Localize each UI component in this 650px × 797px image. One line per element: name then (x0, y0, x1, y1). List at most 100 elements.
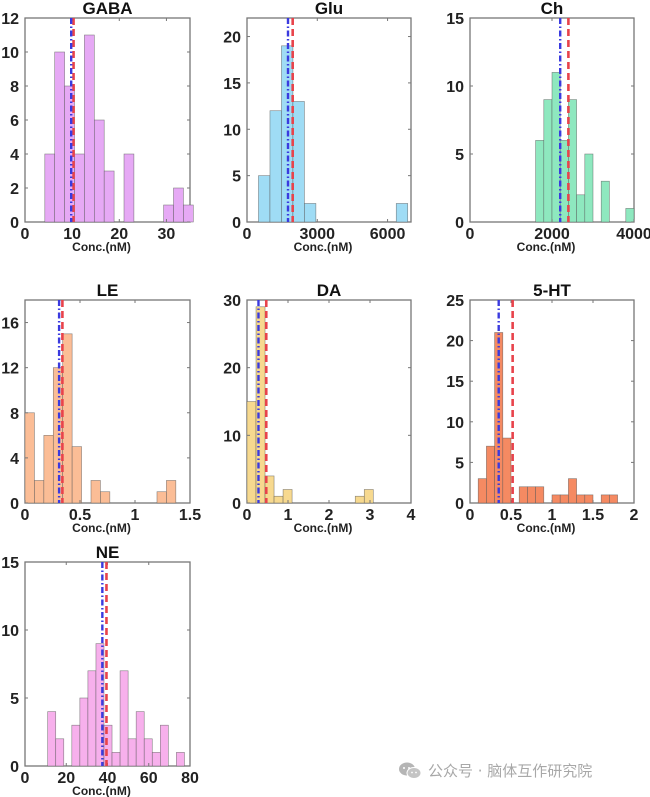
x-axis-label: Conc.(nM) (517, 240, 576, 254)
x-tick-label: 2 (325, 507, 334, 524)
x-tick-label: 3 (366, 507, 375, 524)
x-axis-label: Conc.(nM) (517, 521, 576, 535)
x-tick-label: 0 (466, 226, 475, 243)
y-tick-label: 30 (223, 293, 241, 310)
histogram-bar (44, 153, 55, 223)
histogram-bar (183, 204, 194, 223)
histogram-bar (576, 194, 586, 223)
x-tick-label: 0 (466, 507, 475, 524)
y-tick-label: 12 (1, 361, 19, 378)
histogram-bar (103, 170, 115, 223)
y-tick-label: 15 (446, 11, 464, 28)
histogram-bar (551, 72, 561, 223)
histogram-bar (258, 175, 271, 223)
y-tick-label: 5 (10, 691, 19, 708)
y-tick-label: 4 (10, 451, 19, 468)
histogram-bar (87, 670, 97, 767)
wechat-icon (398, 762, 422, 780)
y-tick-label: 10 (223, 428, 241, 445)
x-tick-label: 30 (158, 226, 176, 243)
histogram-bar (527, 486, 536, 504)
histogram-bar (502, 437, 512, 504)
histogram-bar (292, 101, 305, 223)
x-tick-label: 3000 (299, 226, 335, 243)
histogram-bar (100, 491, 111, 504)
histogram-bar (127, 738, 137, 767)
histogram-bar (103, 724, 113, 767)
histogram-bar (79, 697, 89, 767)
x-tick-label: 1.5 (582, 507, 604, 524)
histogram-bar (354, 495, 365, 504)
y-tick-label: 0 (455, 215, 464, 232)
chart-title: LE (97, 281, 119, 300)
plot-area (246, 299, 412, 504)
y-tick-label: 0 (10, 759, 19, 776)
y-tick-label: 16 (1, 316, 19, 333)
histogram-bar (143, 738, 153, 767)
histogram-bar (163, 204, 174, 223)
x-tick-label: 1 (131, 507, 140, 524)
y-tick-label: 0 (232, 496, 241, 513)
histogram-bar (269, 110, 282, 223)
histogram-bar (166, 480, 177, 504)
y-tick-label: 0 (232, 215, 241, 232)
histogram-bar (62, 333, 73, 504)
x-axis-label: Conc.(nM) (72, 521, 131, 535)
y-tick-label: 5 (455, 147, 464, 164)
x-tick-label: 40 (99, 770, 117, 787)
x-tick-label: 80 (181, 770, 199, 787)
watermark: 公众号 · 脑体互作研究院 (398, 760, 592, 781)
histogram-bar (486, 445, 495, 504)
histogram-bar (123, 153, 135, 223)
y-tick-label: 2 (10, 181, 19, 198)
panel-le: 0 0.5 1 1.5 0 4 8 12 16 LE Conc.(nM) (1, 281, 201, 535)
x-tick-label: 0 (21, 770, 30, 787)
y-tick-label: 15 (446, 374, 464, 391)
x-tick-label: 4000 (616, 226, 650, 243)
histogram-bar (95, 643, 105, 767)
chart-title: 5-HT (533, 281, 571, 300)
y-tick-label: 20 (223, 30, 241, 47)
x-axis-label: Conc.(nM) (72, 240, 131, 254)
y-tick-label: 10 (446, 415, 464, 432)
y-tick-label: 10 (446, 79, 464, 96)
histogram-bar (625, 208, 635, 223)
x-axis-label: Conc.(nM) (294, 521, 353, 535)
histogram-bar (84, 34, 95, 223)
y-tick-label: 15 (1, 555, 19, 572)
y-tick-label: 20 (223, 361, 241, 378)
histogram-bar (55, 738, 65, 767)
y-tick-label: 0 (10, 496, 19, 513)
y-tick-label: 10 (1, 623, 19, 640)
histogram-bar (576, 494, 586, 504)
histogram-bar (568, 99, 577, 223)
histogram-bar (173, 187, 184, 223)
histogram-bar (71, 446, 82, 504)
histogram-bar (156, 491, 167, 504)
x-tick-label: 2000 (534, 226, 570, 243)
histogram-bar (535, 486, 545, 504)
histogram-bar (34, 480, 45, 504)
histogram-bar (90, 480, 101, 504)
x-tick-label: 0 (21, 226, 30, 243)
histogram-bar (54, 51, 65, 223)
x-axis-label: Conc.(nM) (294, 240, 353, 254)
histogram-bar (43, 435, 54, 504)
histogram-bar (94, 119, 105, 223)
histogram-bar (568, 478, 577, 504)
x-tick-label: 0.5 (500, 507, 522, 524)
y-tick-label: 10 (1, 45, 19, 62)
x-tick-label: 1 (284, 507, 293, 524)
x-tick-label: 0 (243, 507, 252, 524)
y-tick-label: 12 (1, 11, 19, 28)
chart-title: NE (96, 543, 120, 562)
histogram-bar (584, 494, 594, 504)
histogram-bar (119, 670, 129, 767)
y-tick-label: 0 (10, 215, 19, 232)
histogram-bar (176, 752, 185, 767)
panel-da: 0 1 2 3 4 0 10 20 30 DA Conc.(nM) (223, 281, 415, 535)
histogram-bar (543, 99, 553, 223)
x-tick-label: 1.5 (179, 507, 201, 524)
histogram-bar (111, 752, 121, 767)
